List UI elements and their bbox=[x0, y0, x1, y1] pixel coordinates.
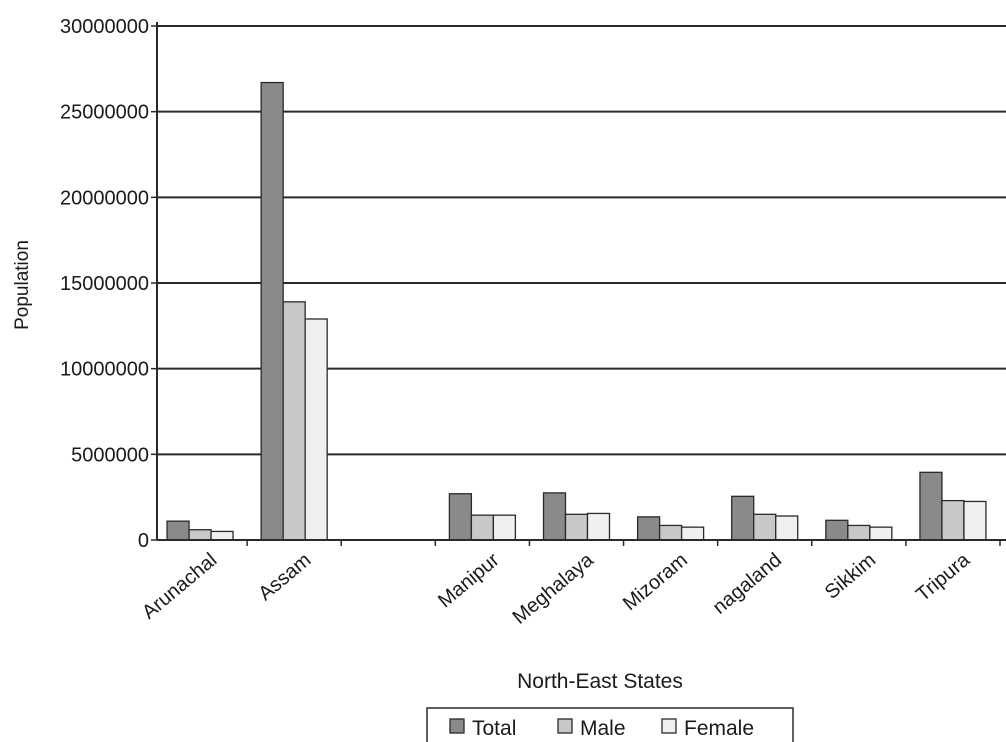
x-tick-label: Mizoram bbox=[619, 549, 692, 615]
bar-male-assam bbox=[282, 301, 306, 541]
legend-swatch bbox=[557, 718, 573, 734]
y-axis-label: Population bbox=[12, 240, 33, 330]
bar-male-arunachal bbox=[188, 529, 212, 541]
bar-female-meghalaya bbox=[586, 512, 611, 541]
bar-male-meghalaya bbox=[564, 513, 589, 541]
bar-female-tripura bbox=[963, 500, 987, 541]
bar-female-arunachal bbox=[210, 530, 234, 541]
bar-total-meghalaya bbox=[542, 492, 567, 541]
x-tick-label: Tripura bbox=[912, 548, 975, 606]
bar-male-nagaland bbox=[753, 513, 777, 541]
bar-male-manipur bbox=[470, 514, 495, 541]
y-tick-labels: 0 5000000 10000000 15000000 20000000 25000000… bbox=[60, 16, 149, 552]
bar-female-mizoram bbox=[680, 526, 705, 541]
x-tick-label: Manipur bbox=[434, 549, 504, 613]
bar-female-sikkim bbox=[869, 526, 893, 541]
x-tick-labels: Arunachal Assam Manipur Meghalaya Mizoram nag… bbox=[138, 548, 975, 628]
legend-box bbox=[426, 707, 794, 742]
y-tick-label: 10000000 bbox=[60, 359, 149, 381]
bar-male-tripura bbox=[941, 499, 965, 541]
legend-label: Total bbox=[472, 717, 516, 740]
legend-label: Female bbox=[684, 717, 754, 740]
bar-male-mizoram bbox=[658, 524, 683, 541]
bars bbox=[166, 81, 987, 541]
legend-swatch bbox=[449, 718, 465, 734]
y-tick-label: 30000000 bbox=[60, 16, 149, 38]
legend-swatch bbox=[661, 718, 677, 734]
x-tick-label: Assam bbox=[254, 549, 315, 605]
bar-male-sikkim bbox=[847, 524, 871, 541]
bar-total-arunachal bbox=[166, 520, 190, 541]
y-tick-label: 25000000 bbox=[60, 102, 149, 124]
legend-label: Male bbox=[580, 717, 626, 740]
y-tick-label: 15000000 bbox=[60, 273, 149, 295]
bar-total-tripura bbox=[919, 471, 943, 541]
bar-total-sikkim bbox=[825, 519, 849, 541]
x-tick-label: Arunachal bbox=[138, 549, 221, 624]
bar-total-mizoram bbox=[636, 516, 661, 541]
y-tick-label: 5000000 bbox=[71, 444, 149, 466]
bar-female-nagaland bbox=[775, 515, 799, 541]
y-tick-label: 20000000 bbox=[60, 187, 149, 209]
bar-female-manipur bbox=[492, 514, 517, 541]
legend: Total Male Female bbox=[426, 707, 794, 742]
bar-female-assam bbox=[304, 318, 328, 541]
x-axis-label: North-East States bbox=[517, 670, 683, 693]
x-tick-label: Sikkim bbox=[821, 549, 880, 604]
bar-total-nagaland bbox=[731, 495, 755, 541]
x-tick-label: Meghalaya bbox=[509, 548, 599, 628]
y-tick-label: 0 bbox=[138, 530, 149, 552]
axes bbox=[151, 22, 1006, 546]
x-tick-label: nagaland bbox=[709, 549, 786, 619]
bar-total-manipur bbox=[448, 493, 473, 541]
bar-total-assam bbox=[260, 81, 284, 541]
